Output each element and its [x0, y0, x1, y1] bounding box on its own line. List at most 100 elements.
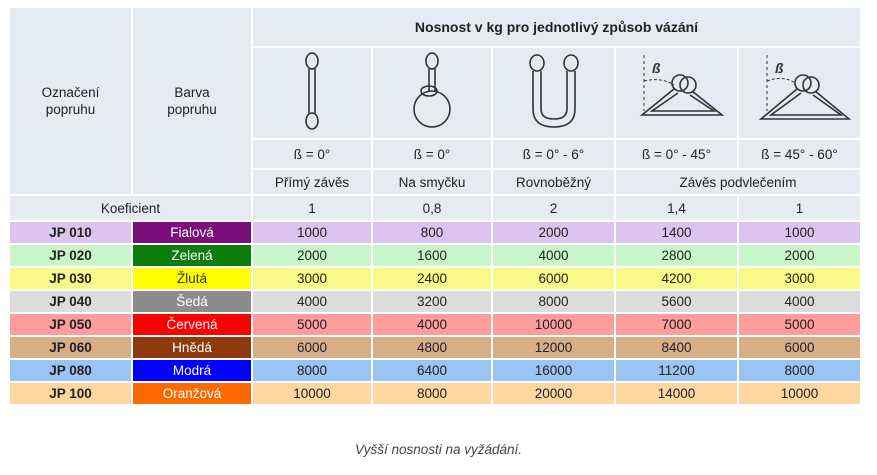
- method-name: Na smyčku: [371, 168, 493, 196]
- capacity-value: 6000: [251, 335, 373, 360]
- table-row: JP 050 Červená 5000 4000 10000 7000 5000: [8, 312, 862, 337]
- sling-code: JP 030: [8, 266, 133, 291]
- angled-basket-60-icon: ß: [758, 55, 851, 120]
- capacity-table: Označení popruhu Barva popruhu Nosnost v…: [8, 6, 862, 406]
- capacity-value: 2000: [251, 243, 373, 268]
- sling-color: Zelená: [131, 243, 253, 268]
- coefficient-value: 1: [737, 194, 862, 222]
- sling-color: Oranžová: [131, 381, 253, 406]
- capacity-value: 5000: [737, 312, 862, 337]
- capacity-value: 20000: [491, 381, 616, 406]
- capacity-value: 1000: [251, 220, 373, 245]
- color-column-header: Barva popruhu: [131, 6, 253, 196]
- coefficient-label: Koeficient: [8, 194, 253, 222]
- method-name: Rovnoběžný: [491, 168, 616, 196]
- table-row: JP 100 Oranžová 10000 8000 20000 14000 10000: [8, 381, 862, 406]
- beta-row: ß = 0° ß = 0° ß = 0° - 6° ß = 0° - 45° ß = 4…: [9, 138, 862, 170]
- capacity-value: 14000: [614, 381, 739, 406]
- method-icon-cell: [491, 46, 616, 140]
- capacity-value: 6000: [491, 266, 616, 291]
- capacity-value: 3200: [371, 289, 493, 314]
- sling-code: JP 040: [8, 289, 133, 314]
- sling-code: JP 020: [8, 243, 133, 268]
- beta-angle-label: ß: [775, 60, 784, 76]
- capacity-value: 11200: [614, 358, 739, 383]
- sling-code: JP 100: [8, 381, 133, 406]
- method-angle: ß = 45° - 60°: [737, 138, 862, 170]
- capacity-value: 16000: [491, 358, 616, 383]
- table-row: JP 020 Zelená 2000 1600 4000 2800 2000: [8, 243, 862, 268]
- caption: Vyšší nosnosti na vyžádání.: [354, 442, 523, 457]
- capacity-value: 4000: [251, 289, 373, 314]
- choke-sling-icon: [413, 52, 451, 128]
- angled-basket-45-icon: ß: [639, 55, 724, 116]
- capacity-value: 3000: [737, 266, 862, 291]
- coefficient-value: 1: [251, 194, 373, 222]
- basket-sling-icon: [528, 54, 579, 128]
- table-row: JP 080 Modrá 8000 6400 16000 11200 8000: [8, 358, 862, 383]
- code-column-header-line2: popruhu: [45, 102, 96, 117]
- code-column-header-line1: Označení: [41, 85, 100, 100]
- capacity-value: 12000: [491, 335, 616, 360]
- color-column-header-line1: Barva: [174, 85, 210, 100]
- sling-code: JP 010: [8, 220, 133, 245]
- sling-color: Hnědá: [131, 335, 253, 360]
- capacity-value: 4000: [737, 289, 862, 314]
- sling-code: JP 060: [8, 335, 133, 360]
- capacity-value: 10000: [251, 381, 373, 406]
- capacity-value: 7000: [614, 312, 739, 337]
- sling-color: Fialová: [131, 220, 253, 245]
- capacity-value: 8000: [737, 358, 862, 383]
- method-name: Závěs podvlečením: [614, 168, 862, 196]
- method-angle: ß = 0°: [251, 138, 373, 170]
- capacity-value: 8000: [251, 358, 373, 383]
- sling-code: JP 080: [8, 358, 133, 383]
- capacity-value: 8000: [491, 289, 616, 314]
- table-row: JP 040 Šedá 4000 3200 8000 5600 4000: [8, 289, 862, 314]
- coefficient-value: 2: [491, 194, 616, 222]
- method-icon-cell: ß: [737, 46, 862, 140]
- method-icon-cell: [371, 46, 493, 140]
- method-icon-cell: [251, 46, 373, 140]
- sling-color: Žlutá: [131, 266, 253, 291]
- sling-code: JP 050: [8, 312, 133, 337]
- method-icon-cell: ß: [614, 46, 739, 140]
- beta-angle-label: ß: [652, 60, 661, 76]
- coefficient-row: Koeficient 1 0,8 2 1,4 1: [8, 194, 862, 222]
- capacity-value: 1400: [614, 220, 739, 245]
- color-column-header-line2: popruhu: [167, 102, 217, 117]
- capacity-value: 1000: [737, 220, 862, 245]
- sling-color: Červená: [131, 312, 253, 337]
- capacity-value: 1600: [371, 243, 493, 268]
- method-name: Přímý závěs: [251, 168, 373, 196]
- capacity-value: 8000: [371, 381, 493, 406]
- table-row: JP 030 Žlutá 3000 2400 6000 4200 3000: [8, 266, 862, 291]
- capacity-title: Nosnost v kg pro jednotlivý způsob vázán…: [251, 6, 862, 48]
- capacity-value: 4200: [614, 266, 739, 291]
- method-angle: ß = 0° - 45°: [614, 138, 739, 170]
- method-angle: ß = 0°: [371, 138, 493, 170]
- capacity-value: 4000: [491, 243, 616, 268]
- straight-sling-icon: [305, 52, 319, 130]
- data-rows: JP 010 Fialová 1000 800 2000 1400 1000 JP 020 Ze…: [8, 220, 862, 406]
- table-row: JP 010 Fialová 1000 800 2000 1400 1000: [8, 220, 862, 245]
- sling-color: Modrá: [131, 358, 253, 383]
- capacity-value: 10000: [491, 312, 616, 337]
- capacity-value: 2000: [737, 243, 862, 268]
- sling-color: Šedá: [131, 289, 253, 314]
- capacity-value: 4000: [371, 312, 493, 337]
- capacity-value: 3000: [251, 266, 373, 291]
- coefficient-value: 1,4: [614, 194, 739, 222]
- capacity-value: 8400: [614, 335, 739, 360]
- capacity-value: 4800: [371, 335, 493, 360]
- capacity-table-container: Označení popruhu Barva popruhu Nosnost v…: [8, 6, 862, 406]
- capacity-value: 10000: [737, 381, 862, 406]
- capacity-value: 2400: [371, 266, 493, 291]
- capacity-value: 5000: [251, 312, 373, 337]
- capacity-value: 6400: [371, 358, 493, 383]
- capacity-value: 2000: [491, 220, 616, 245]
- capacity-value: 6000: [737, 335, 862, 360]
- capacity-value: 800: [371, 220, 493, 245]
- capacity-value: 5600: [614, 289, 739, 314]
